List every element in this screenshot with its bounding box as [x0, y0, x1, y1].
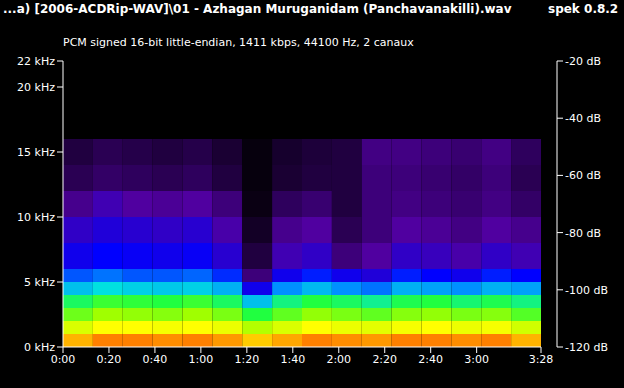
svg-text:5 kHz: 5 kHz: [24, 276, 55, 289]
svg-text:1:40: 1:40: [280, 353, 305, 366]
svg-text:3:28: 3:28: [529, 353, 554, 366]
svg-text:2:00: 2:00: [326, 353, 351, 366]
svg-text:-20 dB: -20 dB: [565, 55, 601, 68]
html-text:spek 0.8.2: spek 0.8.2: [548, 2, 619, 16]
svg-text:3:00: 3:00: [464, 353, 489, 366]
svg-text:20 kHz: 20 kHz: [17, 81, 55, 94]
svg-text:2:20: 2:20: [372, 353, 397, 366]
svg-text:-40 dB: -40 dB: [565, 112, 601, 125]
svg-text:0:40: 0:40: [143, 353, 168, 366]
svg-text:0:20: 0:20: [97, 353, 122, 366]
svg-text:-120 dB: -120 dB: [565, 341, 608, 354]
svg-text:0 kHz: 0 kHz: [24, 341, 55, 354]
html-text:PCM signed 16-bit little-endia: PCM signed 16-bit little-endian, 1411 kb…: [63, 36, 414, 49]
html-text:...a) [2006-ACDRip-WAV]\01 - A: ...a) [2006-ACDRip-WAV]\01 - Azhagan Mur…: [3, 2, 512, 16]
svg-text:1:00: 1:00: [189, 353, 214, 366]
svg-text:22 kHz: 22 kHz: [17, 55, 55, 68]
svg-text:10 kHz: 10 kHz: [17, 211, 55, 224]
svg-text:-60 dB: -60 dB: [565, 169, 601, 182]
svg-text:-80 dB: -80 dB: [565, 227, 601, 240]
svg-text:-100 dB: -100 dB: [565, 284, 608, 297]
svg-text:0:00: 0:00: [51, 353, 76, 366]
svg-text:15 kHz: 15 kHz: [17, 146, 55, 159]
svg-text:2:40: 2:40: [418, 353, 443, 366]
svg-text:1:20: 1:20: [234, 353, 259, 366]
